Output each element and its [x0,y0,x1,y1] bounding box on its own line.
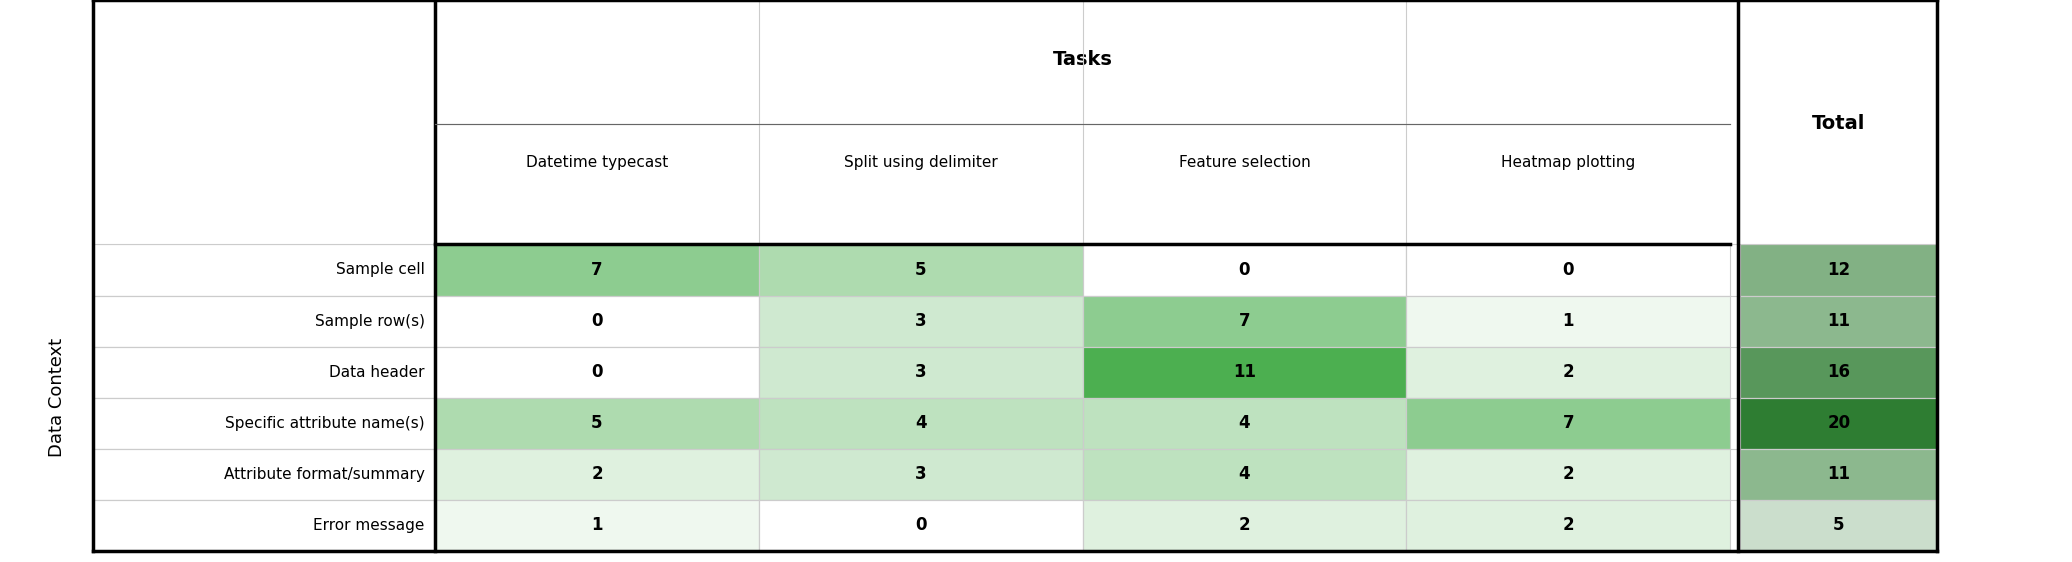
Text: Specific attribute name(s): Specific attribute name(s) [226,416,425,430]
Text: Data header: Data header [329,365,425,379]
FancyBboxPatch shape [93,0,435,244]
FancyBboxPatch shape [1407,296,1730,347]
Text: 3: 3 [916,312,926,330]
FancyBboxPatch shape [1407,500,1730,551]
Text: 0: 0 [916,516,926,534]
FancyBboxPatch shape [93,398,435,448]
FancyBboxPatch shape [1082,500,1407,551]
FancyBboxPatch shape [1740,398,1937,448]
Text: 4: 4 [1239,414,1249,432]
Text: 4: 4 [916,414,926,432]
FancyBboxPatch shape [1740,296,1937,347]
Text: 20: 20 [1828,414,1850,432]
Text: 2: 2 [591,465,603,483]
Text: Split using delimiter: Split using delimiter [843,156,997,170]
Text: 7: 7 [1239,312,1249,330]
FancyBboxPatch shape [93,244,435,296]
FancyBboxPatch shape [1407,398,1730,448]
FancyBboxPatch shape [758,398,1082,448]
FancyBboxPatch shape [1740,448,1937,500]
Text: 0: 0 [591,363,603,381]
Text: Heatmap plotting: Heatmap plotting [1500,156,1635,170]
Text: 11: 11 [1828,312,1850,330]
FancyBboxPatch shape [758,448,1082,500]
FancyBboxPatch shape [93,296,435,347]
FancyBboxPatch shape [1082,296,1407,347]
FancyBboxPatch shape [435,296,758,347]
Text: 5: 5 [916,261,926,279]
FancyBboxPatch shape [435,244,758,296]
FancyBboxPatch shape [93,347,435,398]
Text: 0: 0 [1239,261,1249,279]
FancyBboxPatch shape [758,347,1082,398]
Text: 2: 2 [1562,516,1575,534]
Text: Datetime typecast: Datetime typecast [526,156,667,170]
Text: 5: 5 [1834,516,1844,534]
FancyBboxPatch shape [1407,347,1730,398]
FancyBboxPatch shape [93,448,435,500]
FancyBboxPatch shape [1082,347,1407,398]
FancyBboxPatch shape [1082,448,1407,500]
FancyBboxPatch shape [758,296,1082,347]
FancyBboxPatch shape [758,500,1082,551]
Text: 1: 1 [591,516,603,534]
Text: 5: 5 [591,414,603,432]
FancyBboxPatch shape [1082,244,1407,296]
FancyBboxPatch shape [435,347,758,398]
Text: 11: 11 [1233,363,1256,381]
Text: 12: 12 [1828,261,1850,279]
Text: 0: 0 [1562,261,1575,279]
Text: Attribute format/summary: Attribute format/summary [224,466,425,482]
Text: 3: 3 [916,465,926,483]
Text: Error message: Error message [313,518,425,533]
FancyBboxPatch shape [1740,0,1937,244]
Text: Data Context: Data Context [48,338,66,457]
FancyBboxPatch shape [435,398,758,448]
Text: 7: 7 [591,261,603,279]
Text: 2: 2 [1562,363,1575,381]
FancyBboxPatch shape [1407,448,1730,500]
Text: 4: 4 [1239,465,1249,483]
Text: Total: Total [1813,114,1865,133]
Text: Sample cell: Sample cell [336,262,425,278]
Text: 11: 11 [1828,465,1850,483]
FancyBboxPatch shape [1740,347,1937,398]
Text: Sample row(s): Sample row(s) [315,314,425,329]
FancyBboxPatch shape [1740,500,1937,551]
Text: Feature selection: Feature selection [1179,156,1310,170]
Text: 2: 2 [1562,465,1575,483]
FancyBboxPatch shape [93,500,435,551]
Text: 16: 16 [1828,363,1850,381]
FancyBboxPatch shape [1740,244,1937,296]
FancyBboxPatch shape [435,500,758,551]
FancyBboxPatch shape [1407,244,1730,296]
FancyBboxPatch shape [435,0,1730,244]
Text: 1: 1 [1562,312,1575,330]
Text: 0: 0 [591,312,603,330]
FancyBboxPatch shape [1082,398,1407,448]
FancyBboxPatch shape [758,244,1082,296]
Text: 7: 7 [1562,414,1575,432]
Text: 2: 2 [1239,516,1249,534]
Text: Tasks: Tasks [1053,49,1113,69]
Text: 3: 3 [916,363,926,381]
FancyBboxPatch shape [435,448,758,500]
